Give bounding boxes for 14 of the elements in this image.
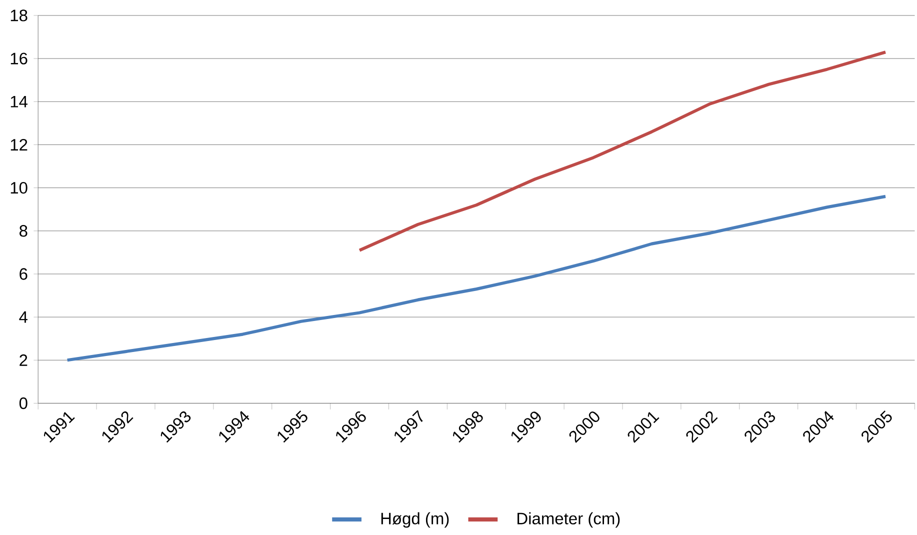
y-tick-label: 4	[19, 311, 28, 323]
line-series	[66, 194, 888, 362]
y-tick-label: 8	[20, 225, 28, 237]
line-series	[358, 50, 888, 252]
y-tick-label: 16	[10, 52, 28, 64]
y-tick-label: 2	[20, 354, 28, 366]
legend-label: Høgd (m)	[381, 512, 449, 528]
legend-label: Diameter (cm)	[518, 512, 620, 528]
y-tick-label: 12	[10, 138, 28, 150]
y-tick-label: 14	[10, 96, 28, 108]
y-tick-label: 18	[10, 10, 28, 22]
y-tick-label: 0	[19, 397, 28, 410]
y-tick-label: 6	[20, 268, 28, 280]
y-tick-label: 10	[10, 182, 28, 194]
